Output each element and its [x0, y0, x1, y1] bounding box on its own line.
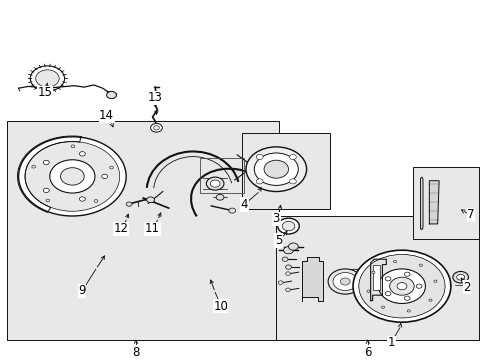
Circle shape — [344, 273, 364, 287]
Text: 14: 14 — [99, 109, 114, 122]
Circle shape — [366, 290, 369, 292]
Bar — [199, 158, 244, 193]
Polygon shape — [428, 181, 438, 224]
Circle shape — [340, 278, 349, 285]
Circle shape — [245, 147, 306, 192]
Text: 15: 15 — [38, 86, 52, 99]
Circle shape — [278, 281, 283, 284]
Circle shape — [289, 154, 296, 159]
Circle shape — [32, 165, 36, 168]
Circle shape — [277, 218, 299, 234]
Circle shape — [358, 255, 444, 318]
Text: 1: 1 — [386, 336, 394, 349]
Bar — [242, 133, 329, 209]
Circle shape — [393, 260, 396, 263]
Circle shape — [61, 168, 84, 185]
Circle shape — [109, 166, 113, 169]
Circle shape — [36, 70, 59, 87]
Circle shape — [50, 160, 95, 193]
Circle shape — [264, 160, 288, 178]
Circle shape — [25, 141, 120, 211]
Polygon shape — [420, 177, 422, 230]
Circle shape — [332, 273, 357, 291]
Circle shape — [407, 310, 409, 312]
Circle shape — [428, 299, 431, 301]
Circle shape — [146, 197, 154, 203]
Bar — [372, 265, 380, 290]
Bar — [412, 167, 478, 239]
Circle shape — [289, 179, 296, 184]
Circle shape — [254, 153, 298, 185]
Bar — [276, 216, 478, 340]
Circle shape — [46, 199, 50, 202]
Circle shape — [79, 197, 85, 201]
Circle shape — [19, 137, 126, 216]
Circle shape — [256, 154, 263, 159]
Circle shape — [285, 288, 290, 292]
Circle shape — [283, 247, 293, 254]
Circle shape — [71, 145, 75, 148]
Text: 5: 5 — [274, 234, 282, 247]
Circle shape — [396, 283, 406, 290]
Circle shape — [352, 250, 450, 322]
Text: 2: 2 — [462, 281, 470, 294]
Text: 11: 11 — [145, 222, 160, 235]
Circle shape — [288, 243, 298, 250]
Text: 7: 7 — [466, 208, 474, 221]
Polygon shape — [302, 257, 322, 301]
Polygon shape — [370, 259, 386, 301]
Text: 4: 4 — [240, 198, 248, 211]
Circle shape — [43, 160, 49, 165]
Circle shape — [216, 194, 224, 200]
Text: 12: 12 — [114, 222, 128, 235]
Circle shape — [456, 274, 464, 280]
Circle shape — [256, 179, 263, 184]
Circle shape — [282, 257, 287, 261]
Circle shape — [339, 269, 368, 291]
Circle shape — [150, 123, 162, 132]
Polygon shape — [18, 136, 81, 212]
Circle shape — [327, 269, 362, 294]
Circle shape — [404, 272, 409, 276]
Circle shape — [153, 126, 159, 130]
Circle shape — [452, 271, 468, 283]
Circle shape — [385, 292, 390, 296]
Text: 3: 3 — [272, 212, 280, 225]
Circle shape — [206, 177, 224, 190]
Circle shape — [106, 91, 116, 99]
Circle shape — [43, 188, 49, 193]
Circle shape — [389, 277, 413, 295]
Circle shape — [433, 280, 436, 282]
Circle shape — [385, 277, 390, 281]
Text: 6: 6 — [363, 346, 371, 359]
Circle shape — [79, 152, 85, 156]
Bar — [7, 121, 278, 340]
Text: 8: 8 — [132, 346, 140, 359]
Text: 9: 9 — [78, 284, 86, 297]
Circle shape — [358, 255, 444, 318]
Circle shape — [102, 174, 107, 179]
Circle shape — [210, 180, 220, 187]
Circle shape — [228, 208, 235, 213]
Circle shape — [371, 271, 374, 274]
Circle shape — [415, 284, 421, 288]
Circle shape — [378, 269, 425, 303]
Circle shape — [285, 272, 290, 275]
Circle shape — [282, 221, 294, 231]
Circle shape — [381, 306, 384, 309]
Circle shape — [126, 202, 132, 206]
Circle shape — [404, 296, 409, 300]
Circle shape — [30, 66, 64, 91]
Circle shape — [94, 199, 98, 202]
Text: 10: 10 — [213, 300, 228, 312]
Text: 13: 13 — [148, 91, 163, 104]
Circle shape — [418, 264, 422, 266]
Circle shape — [285, 265, 291, 269]
